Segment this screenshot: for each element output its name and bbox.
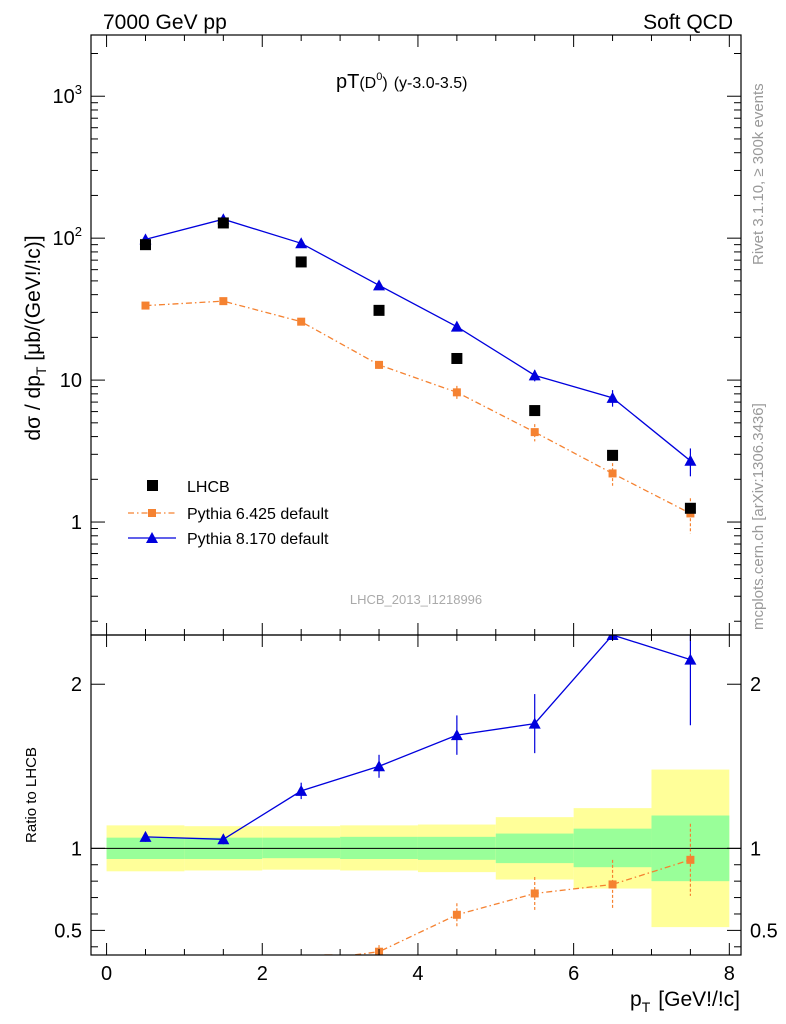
ratio-pythia8-point — [373, 760, 386, 772]
y-tick-base: 10 — [53, 228, 75, 250]
lhcb-point — [373, 304, 385, 316]
ratio-y-tick-label: 1 — [71, 838, 82, 860]
legend-marker-pythia6 — [148, 509, 156, 517]
legend-label-pythia6: Pythia 6.425 default — [187, 506, 329, 523]
pythia6-point — [608, 469, 617, 478]
ratio-pythia8-point — [295, 784, 308, 796]
ratio-pythia6-point — [686, 855, 695, 864]
rivet-label: Rivet 3.1.10, ≥ 300k events — [750, 83, 767, 265]
legend-marker-pythia8 — [146, 532, 158, 543]
pythia8-point — [606, 391, 619, 403]
ratio-panel — [91, 635, 741, 955]
legend-entry-lhcb: LHCB — [147, 479, 230, 496]
legend: LHCB Pythia 6.425 default Pythia 8.170 d… — [128, 479, 329, 548]
ratio-y-tick-label-right: 2 — [750, 674, 761, 696]
pythia8-line — [145, 218, 691, 462]
legend-label-pythia8: Pythia 8.170 default — [187, 531, 329, 548]
legend-entry-pythia8: Pythia 8.170 default — [128, 531, 329, 548]
pythia6-point — [452, 388, 461, 397]
ratio-y-tick-label-right: 0.5 — [750, 920, 778, 942]
plot-title: pT(D0) (y-3.0-3.5) — [336, 71, 467, 93]
pythia6-point — [219, 297, 228, 306]
x-tick-label: 0 — [101, 963, 112, 985]
y-axis-label: dσ / dpT [μb/(GeV!/!c)] — [22, 235, 49, 440]
ratio-pythia8-point — [217, 833, 230, 845]
ratio-pythia6-point — [608, 880, 617, 889]
pythia6-point — [530, 428, 539, 437]
lhcb-point — [451, 352, 463, 364]
pythia6-point — [375, 360, 384, 369]
process-label: Soft QCD — [643, 11, 733, 34]
ratio-pythia8-point — [450, 729, 463, 741]
ratio-y-axis-label: Ratio to LHCB — [23, 747, 40, 843]
y-tick-base: 10 — [53, 86, 75, 108]
lhcb-point — [139, 239, 151, 251]
lhcb-point — [607, 449, 619, 461]
ratio-pythia6-point — [452, 910, 461, 919]
legend-label-lhcb: LHCB — [187, 479, 230, 496]
y-tick-label: 103 — [53, 82, 82, 108]
pythia6-line — [145, 300, 691, 514]
analysis-watermark: LHCB_2013_I1218996 — [350, 592, 482, 607]
pythia8-point — [373, 279, 386, 291]
legend-marker-lhcb — [147, 480, 158, 491]
x-tick-label: 6 — [568, 963, 579, 985]
y-tick-exponent: 2 — [75, 224, 82, 239]
pythia6-point — [141, 301, 150, 310]
lhcb-point — [529, 405, 541, 417]
y-tick-label: 10 — [60, 370, 82, 392]
pythia8-point — [295, 237, 308, 249]
ratio-y-tick-label: 2 — [71, 674, 82, 696]
ratio-pythia6-point — [530, 889, 539, 898]
x-tick-label: 2 — [257, 963, 268, 985]
y-tick-exponent: 3 — [75, 82, 82, 97]
mcplots-label: mcplots.cern.ch [arXiv:1306.3436] — [750, 403, 767, 630]
x-tick-label: 4 — [412, 963, 423, 985]
pythia8-point — [528, 369, 541, 381]
pythia8-point — [450, 320, 463, 332]
lhcb-point — [684, 502, 696, 514]
main-panel — [139, 213, 697, 534]
ratio-frame — [90, 634, 742, 956]
x-tick-label: 8 — [724, 963, 735, 985]
y-tick-label: 102 — [53, 224, 82, 250]
lhcb-point — [217, 217, 229, 229]
ratio-pythia8-point — [684, 653, 697, 665]
x-axis-label: pT [GeV!/!c] — [630, 988, 740, 1015]
energy-label: 7000 GeV pp — [103, 11, 227, 34]
ratio-y-tick-label: 0.5 — [54, 920, 82, 942]
ratio-pythia8-point — [528, 717, 541, 729]
ratio-pythia6-line — [348, 859, 691, 955]
ratio-pythia8-line — [145, 635, 691, 840]
lhcb-point — [295, 256, 307, 268]
pythia6-point — [297, 317, 306, 326]
ratio-y-tick-label-right: 1 — [750, 838, 761, 860]
pythia8-point — [684, 454, 697, 466]
ratio-pythia8-point — [139, 830, 152, 842]
legend-entry-pythia6: Pythia 6.425 default — [128, 506, 329, 523]
y-tick-label: 1 — [71, 512, 82, 534]
